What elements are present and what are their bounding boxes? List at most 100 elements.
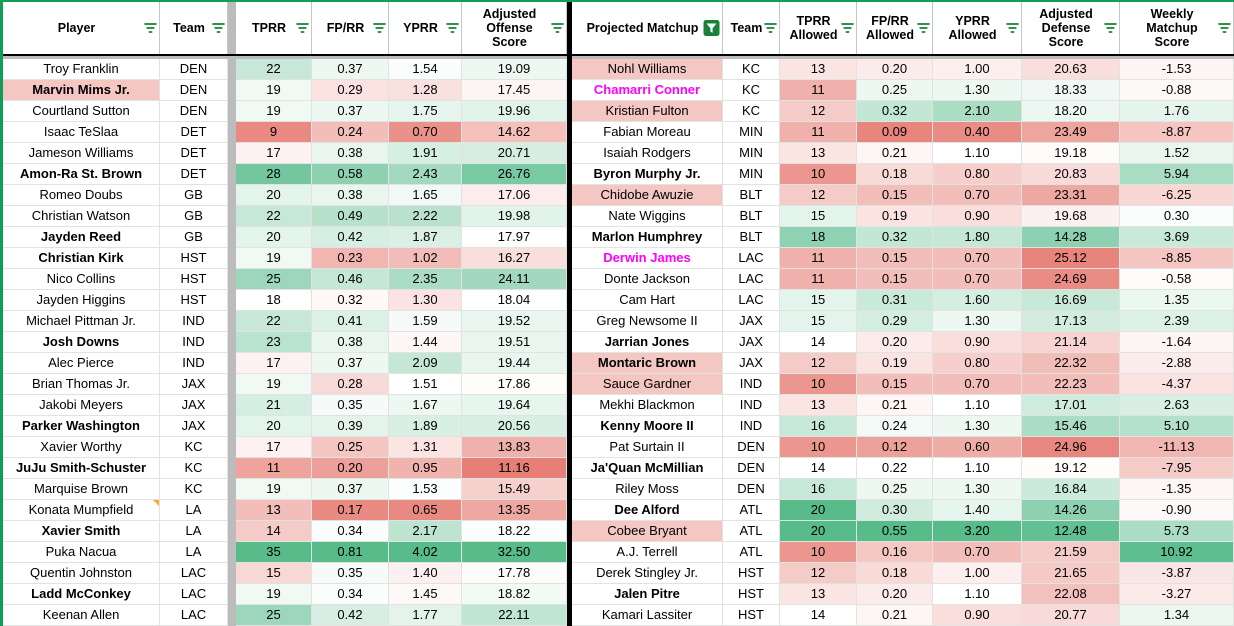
- player-name-cell[interactable]: Quentin Johnston: [3, 563, 160, 584]
- yprr-cell[interactable]: 1.28: [389, 80, 462, 101]
- player-name-cell[interactable]: Alec Pierce: [3, 353, 160, 374]
- defense-header-defense_score[interactable]: Adjusted Defense Score: [1022, 2, 1120, 54]
- fprr_allowed-cell[interactable]: 0.16: [857, 542, 933, 563]
- filter-icon[interactable]: [917, 23, 930, 34]
- team-cell[interactable]: IND: [160, 311, 228, 332]
- offense_score-cell[interactable]: 26.76: [462, 164, 567, 185]
- filter-active-icon[interactable]: [703, 20, 720, 37]
- player-name-cell[interactable]: Jayden Reed: [3, 227, 160, 248]
- fprr-cell[interactable]: 0.37: [312, 479, 389, 500]
- tprr_allowed-cell[interactable]: 11: [780, 122, 857, 143]
- player-name-cell[interactable]: Chamarri Conner: [572, 80, 723, 101]
- tprr-cell[interactable]: 19: [236, 248, 312, 269]
- tprr-cell[interactable]: 22: [236, 311, 312, 332]
- offense_score-cell[interactable]: 14.62: [462, 122, 567, 143]
- offense_score-cell[interactable]: 18.22: [462, 521, 567, 542]
- player-name-cell[interactable]: Chidobe Awuzie: [572, 185, 723, 206]
- player-name-cell[interactable]: Nohl Williams: [572, 59, 723, 80]
- defense_score-cell[interactable]: 20.83: [1022, 164, 1120, 185]
- offense_score-cell[interactable]: 18.82: [462, 584, 567, 605]
- weekly_score-cell[interactable]: -3.27: [1120, 584, 1234, 605]
- player-name-cell[interactable]: Marlon Humphrey: [572, 227, 723, 248]
- fprr_allowed-cell[interactable]: 0.09: [857, 122, 933, 143]
- tprr-cell[interactable]: 21: [236, 395, 312, 416]
- player-name-cell[interactable]: Ja'Quan McMillian: [572, 458, 723, 479]
- player-name-cell[interactable]: Mekhi Blackmon: [572, 395, 723, 416]
- team-cell[interactable]: IND: [160, 332, 228, 353]
- team-cell[interactable]: DEN: [723, 458, 780, 479]
- team-cell[interactable]: DET: [160, 122, 228, 143]
- player-name-cell[interactable]: Brian Thomas Jr.: [3, 374, 160, 395]
- weekly_score-cell[interactable]: 1.52: [1120, 143, 1234, 164]
- weekly_score-cell[interactable]: -1.53: [1120, 59, 1234, 80]
- tprr_allowed-cell[interactable]: 13: [780, 584, 857, 605]
- tprr-cell[interactable]: 11: [236, 458, 312, 479]
- yprr-cell[interactable]: 1.54: [389, 59, 462, 80]
- team-cell[interactable]: JAX: [160, 395, 228, 416]
- tprr-cell[interactable]: 35: [236, 542, 312, 563]
- tprr_allowed-cell[interactable]: 16: [780, 416, 857, 437]
- fprr_allowed-cell[interactable]: 0.20: [857, 584, 933, 605]
- fprr-cell[interactable]: 0.38: [312, 185, 389, 206]
- yprr_allowed-cell[interactable]: 0.40: [933, 122, 1022, 143]
- tprr_allowed-cell[interactable]: 12: [780, 101, 857, 122]
- yprr-cell[interactable]: 1.40: [389, 563, 462, 584]
- offense_score-cell[interactable]: 13.83: [462, 437, 567, 458]
- yprr-cell[interactable]: 1.67: [389, 395, 462, 416]
- team-cell[interactable]: HST: [723, 563, 780, 584]
- weekly_score-cell[interactable]: -1.64: [1120, 332, 1234, 353]
- filter-icon[interactable]: [551, 23, 564, 34]
- offense_score-cell[interactable]: 13.35: [462, 500, 567, 521]
- defense_score-cell[interactable]: 23.31: [1022, 185, 1120, 206]
- team-cell[interactable]: DEN: [160, 80, 228, 101]
- player-name-cell[interactable]: Courtland Sutton: [3, 101, 160, 122]
- fprr-cell[interactable]: 0.42: [312, 227, 389, 248]
- team-cell[interactable]: DEN: [160, 101, 228, 122]
- fprr_allowed-cell[interactable]: 0.21: [857, 143, 933, 164]
- fprr_allowed-cell[interactable]: 0.55: [857, 521, 933, 542]
- offense-header-team[interactable]: Team: [160, 2, 228, 54]
- yprr_allowed-cell[interactable]: 0.90: [933, 206, 1022, 227]
- defense_score-cell[interactable]: 24.96: [1022, 437, 1120, 458]
- player-name-cell[interactable]: Greg Newsome II: [572, 311, 723, 332]
- player-name-cell[interactable]: A.J. Terrell: [572, 542, 723, 563]
- player-name-cell[interactable]: Amon-Ra St. Brown: [3, 164, 160, 185]
- weekly_score-cell[interactable]: 10.92: [1120, 542, 1234, 563]
- offense_score-cell[interactable]: 19.51: [462, 332, 567, 353]
- tprr-cell[interactable]: 13: [236, 500, 312, 521]
- tprr_allowed-cell[interactable]: 15: [780, 206, 857, 227]
- fprr_allowed-cell[interactable]: 0.15: [857, 248, 933, 269]
- player-name-cell[interactable]: Jameson Williams: [3, 143, 160, 164]
- tprr_allowed-cell[interactable]: 10: [780, 164, 857, 185]
- yprr-cell[interactable]: 1.87: [389, 227, 462, 248]
- yprr-cell[interactable]: 1.31: [389, 437, 462, 458]
- player-name-cell[interactable]: Jalen Pitre: [572, 584, 723, 605]
- fprr_allowed-cell[interactable]: 0.25: [857, 479, 933, 500]
- tprr-cell[interactable]: 20: [236, 416, 312, 437]
- yprr_allowed-cell[interactable]: 0.70: [933, 248, 1022, 269]
- yprr_allowed-cell[interactable]: 1.30: [933, 416, 1022, 437]
- tprr-cell[interactable]: 25: [236, 269, 312, 290]
- player-name-cell[interactable]: Derek Stingley Jr.: [572, 563, 723, 584]
- fprr-cell[interactable]: 0.34: [312, 584, 389, 605]
- fprr_allowed-cell[interactable]: 0.15: [857, 269, 933, 290]
- tprr_allowed-cell[interactable]: 12: [780, 185, 857, 206]
- weekly_score-cell[interactable]: -0.88: [1120, 80, 1234, 101]
- defense_score-cell[interactable]: 15.46: [1022, 416, 1120, 437]
- fprr_allowed-cell[interactable]: 0.18: [857, 164, 933, 185]
- defense_score-cell[interactable]: 14.26: [1022, 500, 1120, 521]
- offense_score-cell[interactable]: 19.64: [462, 395, 567, 416]
- yprr_allowed-cell[interactable]: 0.70: [933, 185, 1022, 206]
- tprr-cell[interactable]: 19: [236, 374, 312, 395]
- yprr_allowed-cell[interactable]: 0.90: [933, 605, 1022, 626]
- player-name-cell[interactable]: Romeo Doubs: [3, 185, 160, 206]
- yprr_allowed-cell[interactable]: 0.60: [933, 437, 1022, 458]
- offense_score-cell[interactable]: 19.44: [462, 353, 567, 374]
- tprr_allowed-cell[interactable]: 13: [780, 395, 857, 416]
- player-name-cell[interactable]: Jakobi Meyers: [3, 395, 160, 416]
- tprr-cell[interactable]: 23: [236, 332, 312, 353]
- player-name-cell[interactable]: Christian Watson: [3, 206, 160, 227]
- tprr_allowed-cell[interactable]: 10: [780, 542, 857, 563]
- yprr-cell[interactable]: 1.91: [389, 143, 462, 164]
- offense_score-cell[interactable]: 19.96: [462, 101, 567, 122]
